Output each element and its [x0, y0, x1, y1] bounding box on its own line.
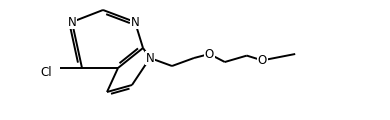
Text: N: N: [145, 51, 154, 65]
Text: O: O: [205, 48, 214, 60]
Text: N: N: [67, 15, 76, 29]
Text: Cl: Cl: [40, 66, 52, 79]
Text: O: O: [257, 54, 267, 67]
Text: N: N: [131, 15, 139, 29]
